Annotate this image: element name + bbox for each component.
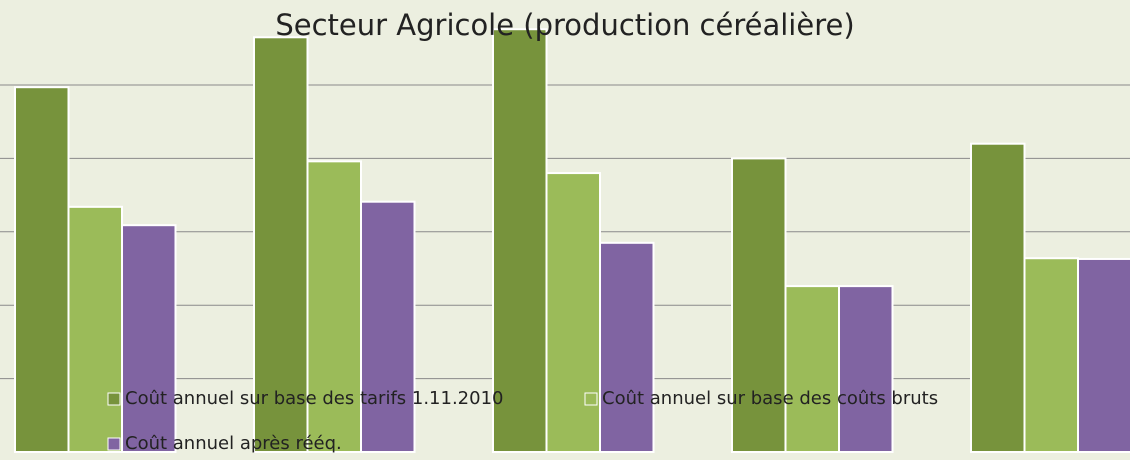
bar: [1023, 257, 1079, 453]
bar: [121, 224, 177, 453]
bar: [784, 285, 840, 453]
legend-label: Coût annuel sur base des tarifs 1.11.201…: [125, 388, 504, 409]
legend-swatch: [107, 437, 121, 451]
bar: [306, 160, 362, 453]
legend-swatch: [584, 392, 598, 406]
bar: [253, 36, 309, 453]
bar: [360, 200, 416, 453]
bar: [599, 241, 655, 453]
legend-label: Coût annuel sur base des coûts bruts: [602, 388, 938, 409]
bar: [970, 142, 1026, 453]
bar: [1077, 257, 1130, 454]
bar: [545, 172, 601, 454]
bar: [838, 285, 894, 453]
chart-title: Secteur Agricole (production céréalière): [275, 8, 854, 42]
bar: [67, 205, 123, 453]
legend-label: Coût annuel après rééq.: [125, 433, 342, 454]
bar: [14, 86, 70, 454]
legend-swatch: [107, 392, 121, 406]
